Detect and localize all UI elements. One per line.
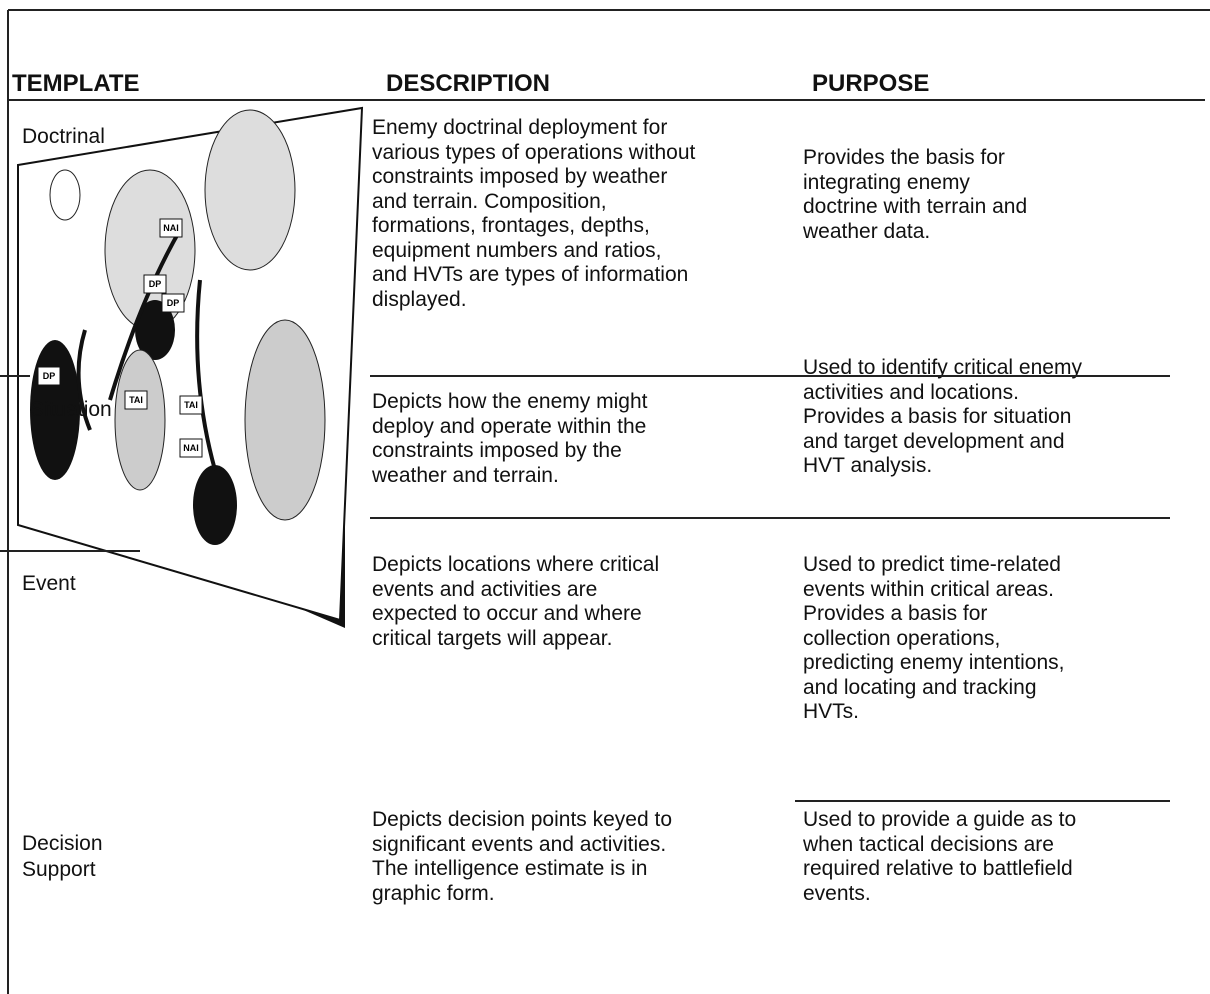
purpose-text: when tactical decisions are [803, 832, 1054, 856]
map-label: NAI [163, 223, 179, 233]
description-text: graphic form. [372, 881, 495, 905]
purpose-text: and locating and tracking [803, 675, 1037, 699]
row-divider [370, 375, 1170, 377]
template-name: Support [22, 858, 96, 881]
map-label: TAI [129, 395, 143, 405]
purpose-text: events within critical areas. [803, 577, 1054, 601]
row-divider [0, 375, 30, 377]
description-text: deploy and operate within the [372, 414, 647, 438]
description-text: various types of operations without [372, 140, 696, 164]
description-text: displayed. [372, 287, 467, 311]
map-label-box [161, 293, 185, 313]
template-name: Decision [22, 832, 103, 855]
description-text: constraints imposed by weather [372, 165, 668, 188]
description-text: constraints imposed by the [372, 439, 622, 462]
map-label-box [179, 438, 203, 458]
description-text: and HVTs are types of information [372, 263, 689, 286]
purpose-text: Used to identify critical enemy [803, 356, 1082, 379]
purpose-text: activities and locations. [803, 380, 1019, 404]
map-label-box [159, 218, 183, 238]
purpose-text: HVTs. [803, 700, 860, 723]
template-name: Doctrinal [22, 125, 105, 148]
header-description: DESCRIPTION [386, 70, 551, 97]
purpose-text: predicting enemy intentions, [803, 651, 1065, 674]
purpose-text: and target development and [803, 429, 1065, 453]
purpose-text: Provides a basis for situation [803, 405, 1072, 428]
header-purpose: PURPOSE [812, 70, 930, 97]
purpose-text: Used to predict time-related [803, 553, 1061, 576]
row-divider [0, 550, 140, 552]
purpose-text: Used to provide a guide as to [803, 808, 1077, 831]
purpose-text: events. [803, 881, 871, 905]
description-text: equipment numbers and ratios, [372, 238, 662, 262]
purpose-text: weather data. [803, 219, 931, 243]
purpose-text: HVT analysis. [803, 454, 933, 477]
map-label: DP [167, 298, 180, 308]
description-text: Depicts decision points keyed to [372, 808, 672, 831]
description-text: expected to occur and where [372, 602, 642, 625]
map-label: DP [43, 371, 56, 381]
template-name: Event [22, 572, 76, 595]
description-text: events and activities are [372, 577, 598, 601]
map-label: DP [149, 279, 162, 289]
map-label: TAI [184, 400, 198, 410]
row-divider [370, 517, 1170, 519]
purpose-text: required relative to battlefield [803, 857, 1073, 880]
map-label-box [37, 366, 61, 386]
purpose-text: collection operations, [803, 626, 1001, 650]
purpose-text: doctrine with terrain and [803, 195, 1028, 218]
description-text: Enemy doctrinal deployment for [372, 116, 668, 139]
description-text: significant events and activities. [372, 832, 667, 856]
description-text: formations, frontages, depths, [372, 214, 650, 237]
description-text: critical targets will appear. [372, 626, 613, 650]
description-text: and terrain. Composition, [372, 189, 607, 213]
template-name: Situation [30, 398, 112, 421]
purpose-text: integrating enemy [803, 170, 970, 194]
map-label-box [179, 395, 203, 415]
description-text: weather and terrain. [372, 463, 559, 487]
row-divider [795, 800, 1170, 802]
map-label-box [143, 274, 167, 294]
description-text: Depicts locations where critical [372, 553, 660, 576]
header-template: TEMPLATE [12, 70, 140, 97]
description-text: Depicts how the enemy might [372, 390, 648, 413]
map-label: NAI [183, 443, 199, 453]
purpose-text: Provides the basis for [803, 146, 1005, 169]
map-label-box [124, 390, 148, 410]
purpose-text: Provides a basis for [803, 602, 988, 625]
description-text: The intelligence estimate is in [372, 857, 648, 880]
